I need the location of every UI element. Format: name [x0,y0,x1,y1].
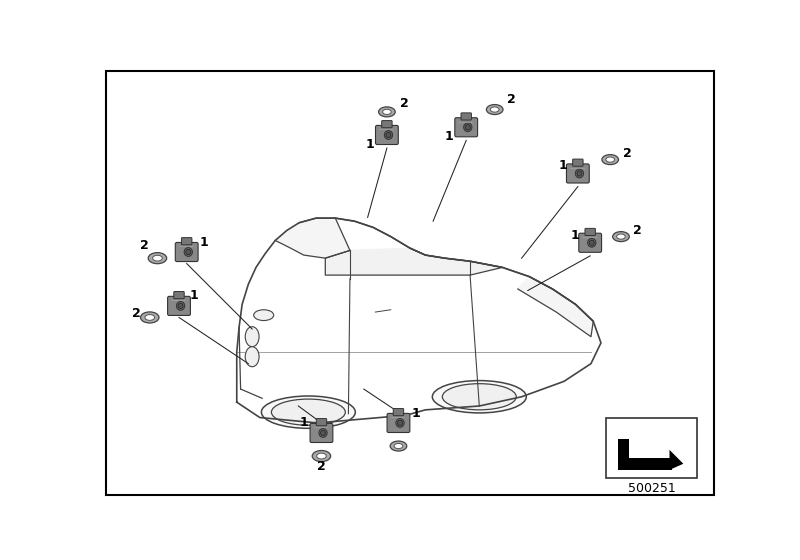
Ellipse shape [254,310,274,320]
Polygon shape [518,277,594,337]
Ellipse shape [321,430,326,436]
Ellipse shape [378,107,395,117]
Ellipse shape [602,155,618,165]
Ellipse shape [390,441,406,451]
Ellipse shape [486,105,503,115]
Ellipse shape [590,240,594,245]
FancyBboxPatch shape [461,113,471,120]
FancyBboxPatch shape [394,409,404,416]
FancyBboxPatch shape [387,413,410,432]
Ellipse shape [145,315,154,320]
Ellipse shape [384,130,393,139]
FancyBboxPatch shape [578,233,602,253]
Text: 500251: 500251 [628,482,676,495]
Polygon shape [670,450,683,470]
Text: 1: 1 [199,236,208,249]
Text: 2: 2 [400,97,409,110]
Ellipse shape [394,444,402,449]
Ellipse shape [317,453,326,459]
Text: 2: 2 [317,460,326,473]
Bar [606,418,698,478]
Ellipse shape [466,125,470,130]
Text: 2: 2 [622,147,631,160]
Bar [618,458,672,470]
FancyBboxPatch shape [175,242,198,262]
Text: 2: 2 [507,93,516,106]
Ellipse shape [442,384,516,410]
FancyBboxPatch shape [382,120,392,128]
Polygon shape [326,248,502,275]
Ellipse shape [148,253,166,264]
Text: 1: 1 [366,138,374,151]
Text: 2: 2 [140,239,149,253]
Ellipse shape [432,381,526,413]
FancyBboxPatch shape [455,118,478,137]
Text: 2: 2 [633,224,642,237]
FancyBboxPatch shape [585,228,595,236]
Ellipse shape [271,399,346,425]
Bar [618,439,629,459]
Ellipse shape [577,171,582,176]
FancyBboxPatch shape [310,423,333,442]
Text: 1: 1 [558,159,567,172]
Ellipse shape [186,249,190,255]
Ellipse shape [613,232,630,241]
Text: 1: 1 [299,417,308,430]
FancyBboxPatch shape [375,125,398,144]
Ellipse shape [588,239,596,247]
Ellipse shape [386,132,391,138]
FancyBboxPatch shape [573,159,583,166]
Ellipse shape [398,421,402,426]
Text: 1: 1 [190,288,198,302]
Ellipse shape [312,450,330,461]
Ellipse shape [246,326,259,347]
Ellipse shape [617,234,626,239]
FancyBboxPatch shape [174,292,184,298]
FancyBboxPatch shape [182,237,192,245]
Ellipse shape [141,312,159,323]
Ellipse shape [262,396,355,428]
Text: 1: 1 [412,407,421,420]
Ellipse shape [153,255,162,261]
Ellipse shape [396,418,404,427]
Text: 1: 1 [444,130,453,143]
Ellipse shape [184,248,193,256]
Ellipse shape [606,157,614,162]
Ellipse shape [178,304,183,309]
FancyBboxPatch shape [316,418,326,426]
Text: 1: 1 [570,228,579,241]
Polygon shape [275,218,350,258]
Ellipse shape [575,169,583,178]
Ellipse shape [490,107,499,112]
Ellipse shape [382,109,391,114]
Text: 2: 2 [132,307,141,320]
Ellipse shape [319,428,327,437]
Ellipse shape [464,123,472,132]
Ellipse shape [246,347,259,367]
FancyBboxPatch shape [168,296,190,315]
FancyBboxPatch shape [566,164,590,183]
Ellipse shape [177,301,185,310]
